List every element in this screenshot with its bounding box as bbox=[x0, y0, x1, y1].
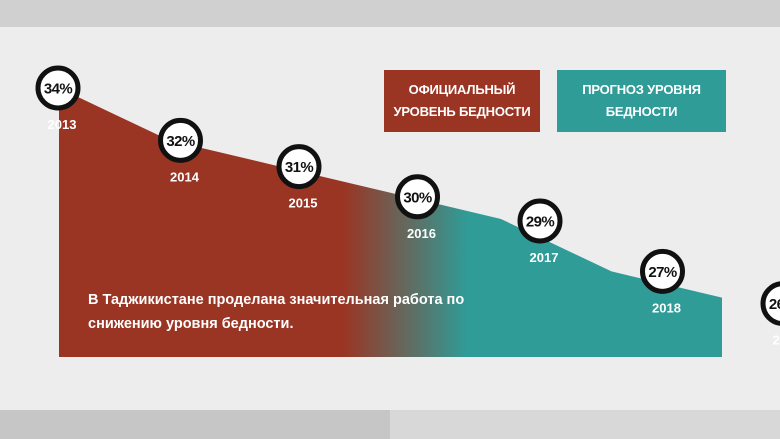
year-label-2013: 2013 bbox=[48, 117, 77, 132]
legend-forecast-label: ПРОГНОЗ УРОВНЯ БЕДНОСТИ bbox=[582, 82, 701, 119]
data-label-2016: 30% bbox=[403, 189, 431, 206]
data-label-2013: 34% bbox=[44, 81, 72, 98]
bottom-bar-left bbox=[0, 410, 390, 439]
data-point-2018 bbox=[640, 248, 685, 294]
legend-official: ОФИЦИАЛЬНЫЙ УРОВЕНЬ БЕДНОСТИ bbox=[384, 70, 540, 132]
data-label-2019: 26% bbox=[769, 296, 780, 313]
data-point-2019 bbox=[760, 281, 780, 326]
legend-forecast: ПРОГНОЗ УРОВНЯ БЕДНОСТИ bbox=[557, 70, 726, 132]
year-label-2019: 2019 bbox=[773, 333, 780, 348]
legend-official-label: ОФИЦИАЛЬНЫЙ УРОВЕНЬ БЕДНОСТИ bbox=[393, 82, 531, 119]
data-point-2017 bbox=[517, 198, 563, 244]
data-label-2017: 29% bbox=[526, 214, 554, 231]
data-point-2013 bbox=[35, 65, 81, 111]
data-point-2016 bbox=[395, 174, 440, 220]
bottom-bar-right bbox=[390, 410, 780, 439]
year-label-2018: 2018 bbox=[652, 300, 681, 315]
data-label-2015: 31% bbox=[285, 159, 313, 176]
data-label-2014: 32% bbox=[166, 133, 194, 150]
year-label-2016: 2016 bbox=[407, 226, 436, 241]
caption-text: В Таджикистане проделана значительная ра… bbox=[88, 292, 465, 332]
data-point-2015 bbox=[276, 144, 322, 190]
year-label-2017: 2017 bbox=[530, 250, 559, 265]
year-label-2014: 2014 bbox=[170, 169, 200, 184]
data-label-2018: 27% bbox=[648, 264, 676, 281]
poverty-area bbox=[59, 88, 722, 357]
data-point-2014 bbox=[158, 117, 203, 163]
top-bar bbox=[0, 0, 780, 27]
year-label-2015: 2015 bbox=[289, 196, 318, 211]
